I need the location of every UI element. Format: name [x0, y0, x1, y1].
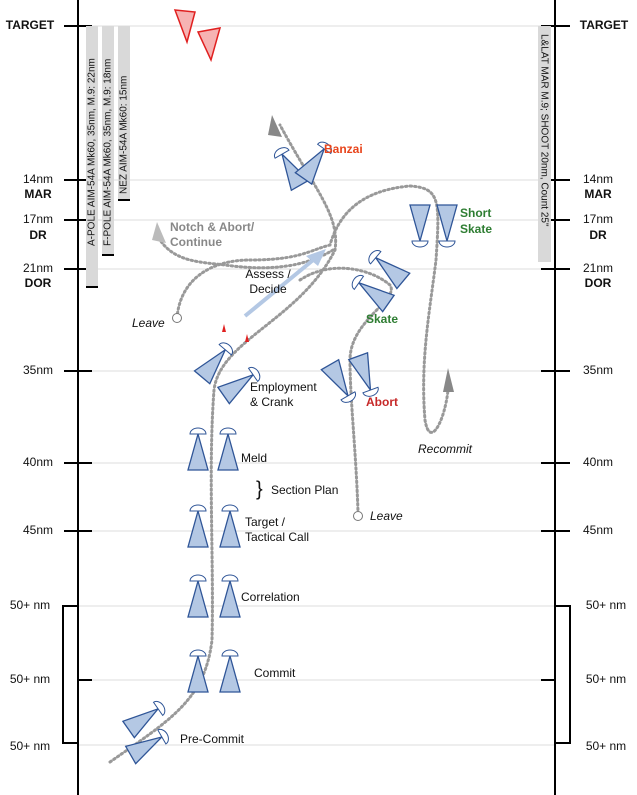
bandits — [173, 9, 222, 63]
jet — [187, 504, 209, 548]
jet — [320, 358, 356, 403]
axis-label: MAR — [584, 187, 612, 201]
jet — [187, 427, 209, 471]
bar-label: F-POLE AIM-54A Mk60, 35nm, M.9: 18nm — [103, 59, 114, 246]
axis-label: 17nm — [23, 212, 53, 226]
label: Meld — [241, 451, 267, 465]
axis-label: DR — [589, 228, 607, 242]
label: Abort — [366, 395, 398, 409]
label: Target / — [245, 515, 286, 529]
axes — [62, 0, 571, 795]
axis-label: 40nm — [23, 455, 53, 469]
axis-label: 45nm — [583, 523, 613, 537]
label: Tactical Call — [245, 530, 309, 544]
axis-label: 50+ nm — [586, 739, 626, 753]
jet — [294, 141, 333, 186]
axis-label: 50+ nm — [586, 672, 626, 686]
axis-label: 40nm — [583, 455, 613, 469]
axis-label: TARGET — [6, 18, 55, 32]
jet — [193, 342, 234, 385]
axis-label: DR — [29, 228, 47, 242]
jet — [368, 249, 411, 290]
aircraft — [121, 141, 458, 765]
bar-label: A-POLE AIM-54A Mk60, 35nm, M.9: 22nm — [87, 58, 98, 246]
axis-label: 21nm — [23, 261, 53, 275]
jet — [219, 504, 241, 548]
jet — [409, 204, 431, 248]
axis-label: 45nm — [23, 523, 53, 537]
axis-label: DOR — [25, 276, 52, 290]
axis-label: 35nm — [583, 363, 613, 377]
label: Continue — [170, 235, 222, 249]
axis-label: DOR — [585, 276, 612, 290]
brace: } — [256, 478, 263, 500]
jet — [217, 427, 239, 471]
label: Leave — [132, 316, 165, 330]
label: Correlation — [241, 590, 300, 604]
jet — [124, 729, 169, 765]
grid — [78, 25, 555, 746]
bar-label: NEZ AIM-54A Mk60: 15nm — [119, 76, 130, 194]
label: Pre-Commit — [180, 732, 245, 746]
label: Skate — [366, 312, 398, 326]
right-axis-labels: TARGET 14nm MAR 17nm DR 21nm DOR 35nm 40… — [580, 18, 629, 753]
label: Assess / — [245, 267, 291, 281]
label: Leave — [370, 509, 403, 523]
bar-label: L&LAT MAR M.9; SHOOT 20nm, Count 25" — [538, 34, 549, 227]
axis-label: TARGET — [580, 18, 629, 32]
label: Skate — [460, 222, 492, 236]
label: Banzai — [324, 142, 363, 156]
label: Notch & Abort/ — [170, 220, 255, 234]
jet — [436, 204, 458, 248]
axis-label: 35nm — [23, 363, 53, 377]
trails — [108, 115, 454, 764]
label: Decide — [249, 282, 287, 296]
jet — [216, 366, 261, 405]
axis-label: 14nm — [583, 172, 613, 186]
jet — [219, 649, 241, 693]
jet — [121, 700, 166, 739]
axis-label: 50+ nm — [10, 739, 50, 753]
axis-label: 21nm — [583, 261, 613, 275]
axis-label: 50+ nm — [10, 672, 50, 686]
jet — [187, 649, 209, 693]
axis-label: 50+ nm — [586, 598, 626, 612]
axis-label: 50+ nm — [10, 598, 50, 612]
label: Recommit — [418, 442, 473, 456]
labels: Banzai Notch & Abort/ Continue Assess / … — [132, 142, 492, 746]
label: Section Plan — [271, 483, 338, 497]
missile-bars: A-POLE AIM-54A Mk60, 35nm, M.9: 22nm F-P… — [86, 26, 551, 288]
jet — [187, 574, 209, 618]
jet — [347, 351, 379, 397]
left-axis-labels: TARGET 14nm MAR 17nm DR 21nm DOR 35nm 40… — [6, 18, 55, 753]
label: Short — [460, 206, 491, 220]
label: Employment — [250, 380, 317, 394]
jet — [351, 274, 396, 313]
label: Commit — [254, 666, 296, 680]
jet — [219, 574, 241, 618]
axis-label: MAR — [24, 187, 52, 201]
axis-label: 14nm — [23, 172, 53, 186]
label: & Crank — [250, 395, 294, 409]
axis-label: 17nm — [583, 212, 613, 226]
